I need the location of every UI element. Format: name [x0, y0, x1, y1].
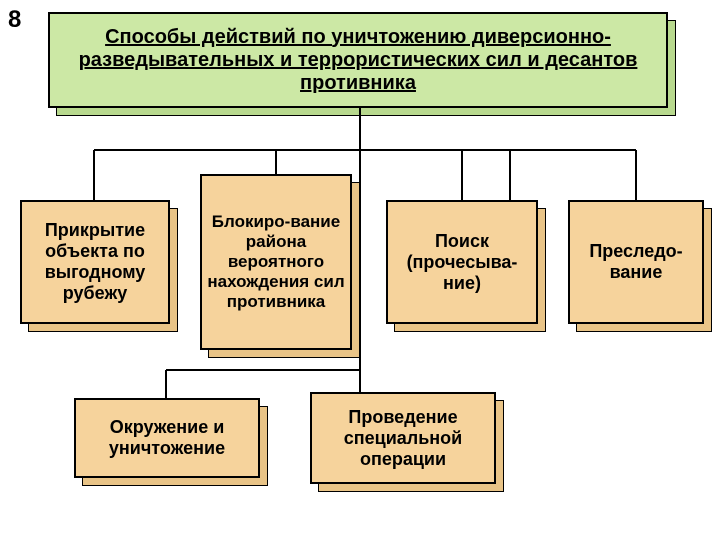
method-box-2: Поиск (прочесыва-ние) [386, 200, 538, 324]
method-box-3: Преследо-вание [568, 200, 704, 324]
slide-number: 8 [8, 6, 21, 34]
submethod-label: Окружение и уничтожение [80, 417, 254, 459]
title-box: Способы действий по уничтожению диверсио… [48, 12, 668, 108]
method-label: Прикрытие объекта по выгодному рубежу [26, 220, 164, 304]
method-box-0: Прикрытие объекта по выгодному рубежу [20, 200, 170, 324]
method-box-1: Блокиро-вание района вероятного нахожден… [200, 174, 352, 350]
connector-line [275, 150, 277, 174]
connector-line [461, 150, 463, 200]
method-label: Преследо-вание [574, 241, 698, 283]
method-label: Блокиро-вание района вероятного нахожден… [206, 212, 346, 312]
connector-line [93, 150, 95, 200]
connector-line [166, 369, 360, 371]
connector-line [635, 150, 637, 200]
submethod-box-1: Проведение специальной операции [310, 392, 496, 484]
submethod-box-0: Окружение и уничтожение [74, 398, 260, 478]
title-text: Способы действий по уничтожению диверсио… [60, 26, 656, 95]
submethod-label: Проведение специальной операции [316, 407, 490, 470]
method-label: Поиск (прочесыва-ние) [392, 231, 532, 294]
connector-line [94, 149, 636, 151]
connector-line [509, 150, 511, 200]
connector-line [165, 370, 167, 398]
